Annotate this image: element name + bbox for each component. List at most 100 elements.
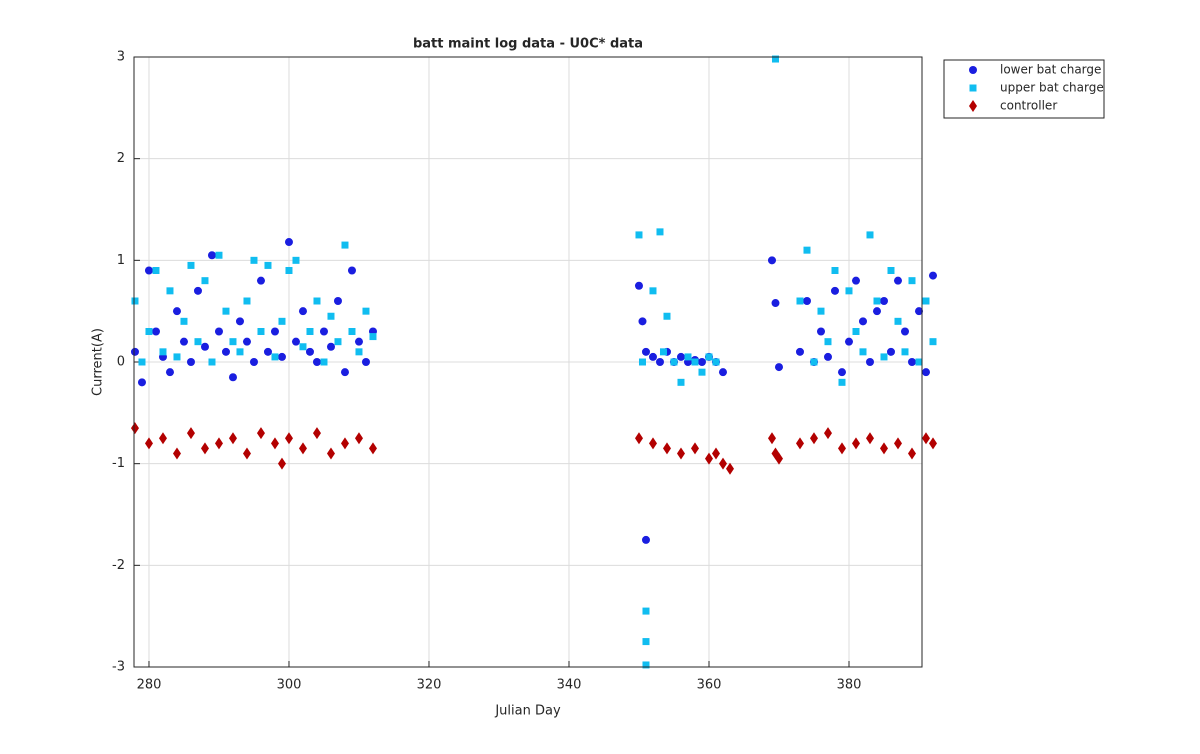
y-tick-label: -1: [112, 456, 125, 471]
point: [355, 348, 363, 356]
point: [144, 266, 153, 275]
point: [634, 432, 643, 445]
point: [676, 447, 685, 460]
point: [823, 352, 832, 361]
point: [894, 317, 902, 325]
point: [243, 297, 251, 305]
point: [319, 327, 328, 336]
point: [718, 368, 727, 377]
point: [285, 267, 293, 274]
point: [242, 337, 251, 346]
point: [326, 447, 335, 460]
point: [306, 328, 314, 335]
point: [228, 373, 237, 382]
point: [340, 437, 349, 450]
point: [725, 462, 734, 475]
point: [830, 286, 839, 295]
point: [809, 432, 818, 445]
point: [291, 337, 300, 346]
point: [284, 238, 293, 247]
point: [131, 297, 139, 305]
point: [165, 368, 174, 377]
y-tick-label: 1: [117, 253, 125, 268]
point: [333, 297, 342, 305]
point: [214, 327, 223, 336]
point: [908, 277, 916, 285]
y-tick-label: 0: [117, 355, 125, 370]
point: [277, 457, 286, 470]
point: [816, 327, 825, 336]
point: [642, 638, 650, 646]
point: [327, 312, 335, 320]
point: [838, 378, 846, 386]
point: [159, 348, 167, 356]
point: [341, 241, 349, 249]
point: [284, 432, 293, 445]
point: [865, 358, 874, 366]
point: [659, 348, 667, 356]
series: [131, 55, 937, 669]
point: [354, 432, 363, 445]
x-tick-label: 320: [417, 678, 442, 693]
y-tick-label: -2: [112, 558, 125, 573]
point: [642, 607, 650, 615]
point: [242, 447, 251, 460]
point: [851, 276, 860, 285]
point: [186, 427, 195, 440]
point: [711, 447, 720, 460]
axes-box: [133, 56, 923, 668]
point: [298, 442, 307, 455]
point: [823, 427, 832, 440]
point: [249, 358, 258, 366]
point: [900, 327, 909, 336]
point: [859, 348, 867, 356]
point: [718, 457, 727, 470]
point: [663, 312, 671, 320]
point: [691, 358, 699, 366]
point: [837, 368, 846, 377]
point: [228, 432, 237, 445]
point: [810, 358, 818, 366]
point: [215, 251, 223, 259]
point: [865, 432, 874, 445]
point: [837, 442, 846, 455]
point: [264, 261, 272, 269]
point: [312, 427, 321, 440]
point: [361, 358, 370, 366]
point: [208, 358, 216, 366]
point: [656, 228, 664, 236]
point: [795, 347, 804, 356]
point: [921, 368, 930, 377]
point: [817, 307, 825, 315]
y-axis-label: Current(A): [91, 328, 106, 396]
legend-marker: [969, 84, 977, 92]
point: [712, 358, 720, 366]
point: [236, 348, 244, 356]
point: [771, 299, 780, 308]
point: [152, 267, 160, 274]
point: [305, 347, 314, 356]
point: [907, 358, 916, 366]
point: [158, 432, 167, 445]
point: [774, 363, 783, 372]
point: [270, 327, 279, 336]
point: [257, 328, 265, 335]
x-tick-label: 380: [837, 678, 862, 693]
point: [235, 317, 244, 326]
point: [641, 347, 650, 356]
legend-marker: [969, 100, 977, 112]
point: [369, 333, 377, 341]
point: [137, 378, 146, 387]
point: [852, 328, 860, 335]
point: [354, 337, 363, 346]
x-tick-label: 300: [277, 678, 302, 693]
point: [193, 286, 202, 295]
point: [194, 338, 202, 346]
point: [214, 437, 223, 450]
point: [151, 327, 160, 336]
point: [866, 231, 874, 239]
point: [648, 437, 657, 450]
point: [670, 358, 678, 366]
y-tick-label: -3: [112, 660, 125, 675]
point: [796, 297, 804, 305]
